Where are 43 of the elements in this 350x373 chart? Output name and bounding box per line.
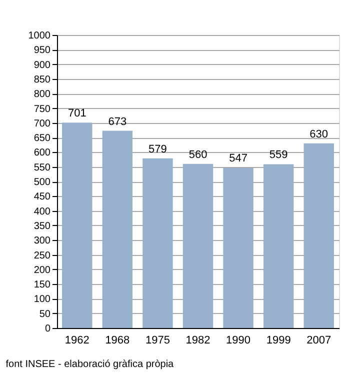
y-tick-label: 950 — [34, 45, 51, 56]
bar — [142, 158, 173, 328]
bar — [102, 130, 133, 328]
data-label: 673 — [108, 116, 127, 128]
y-tick-label: 250 — [34, 250, 51, 262]
y-tick-label: 450 — [34, 192, 51, 203]
x-tick-label: 1982 — [186, 334, 210, 346]
bar — [62, 122, 92, 328]
y-tick-label: 750 — [34, 104, 51, 115]
y-tick-label: 900 — [34, 60, 51, 71]
y-tick-label: 800 — [34, 89, 51, 100]
y-tick-label: 0 — [44, 324, 51, 334]
y-tick-label: 50 — [39, 308, 51, 320]
x-tick-label: 1962 — [64, 334, 90, 346]
bar — [223, 168, 254, 328]
bar — [182, 164, 214, 328]
x-tick-label: 1990 — [226, 334, 251, 346]
text: font INSEE - elaboració gràfica pròpia — [6, 359, 174, 370]
x-tick-label: 2007 — [306, 334, 332, 346]
y-tick-label: 300 — [34, 236, 51, 247]
y-tick-label: 700 — [34, 118, 51, 130]
bar — [304, 143, 334, 328]
y-tick-label: 500 — [34, 177, 51, 188]
x-tick-label: 1975 — [145, 334, 170, 346]
y-tick-label: 1000 — [28, 30, 51, 42]
x-tick-label: 1999 — [266, 334, 291, 346]
y-tick-label: 150 — [34, 280, 51, 291]
y-tick-label: 850 — [34, 74, 51, 86]
bar — [263, 164, 294, 328]
y-tick-label: 650 — [34, 133, 51, 144]
data-label: 547 — [229, 152, 248, 165]
y-tick-label: 550 — [34, 162, 51, 174]
y-tick-label: 600 — [34, 148, 51, 159]
y-tick-label: 350 — [34, 220, 51, 232]
data-label: 559 — [269, 149, 288, 162]
x-tick-label: 1968 — [105, 334, 130, 346]
data-label: 560 — [188, 148, 208, 161]
data-label: 630 — [310, 128, 328, 140]
data-label: 579 — [148, 143, 167, 156]
data-label: 701 — [68, 108, 86, 120]
y-tick-label: 400 — [34, 206, 51, 218]
y-tick-label: 100 — [34, 294, 51, 306]
y-tick-label: 200 — [34, 264, 51, 276]
